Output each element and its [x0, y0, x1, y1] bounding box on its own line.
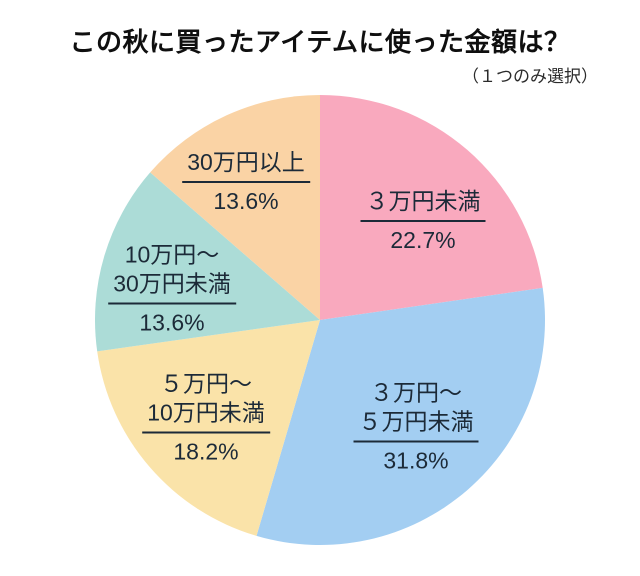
- pie-slice-3: [95, 172, 320, 352]
- pie-slice-2: [97, 320, 320, 536]
- pie-chart: ３万円未満 22.7% ３万円〜 ５万円未満 31.8% ５万円〜 10万円未満 18.2% 1…: [95, 95, 545, 545]
- pie-chart-svg: [95, 95, 545, 545]
- chart-subtitle: （１つのみ選択）: [462, 67, 598, 86]
- pie-slice-4: [150, 95, 320, 320]
- pie-slice-1: [256, 287, 545, 545]
- chart-title: この秋に買ったアイテムに使った金額は？: [69, 27, 571, 57]
- pie-slice-0: [320, 95, 543, 320]
